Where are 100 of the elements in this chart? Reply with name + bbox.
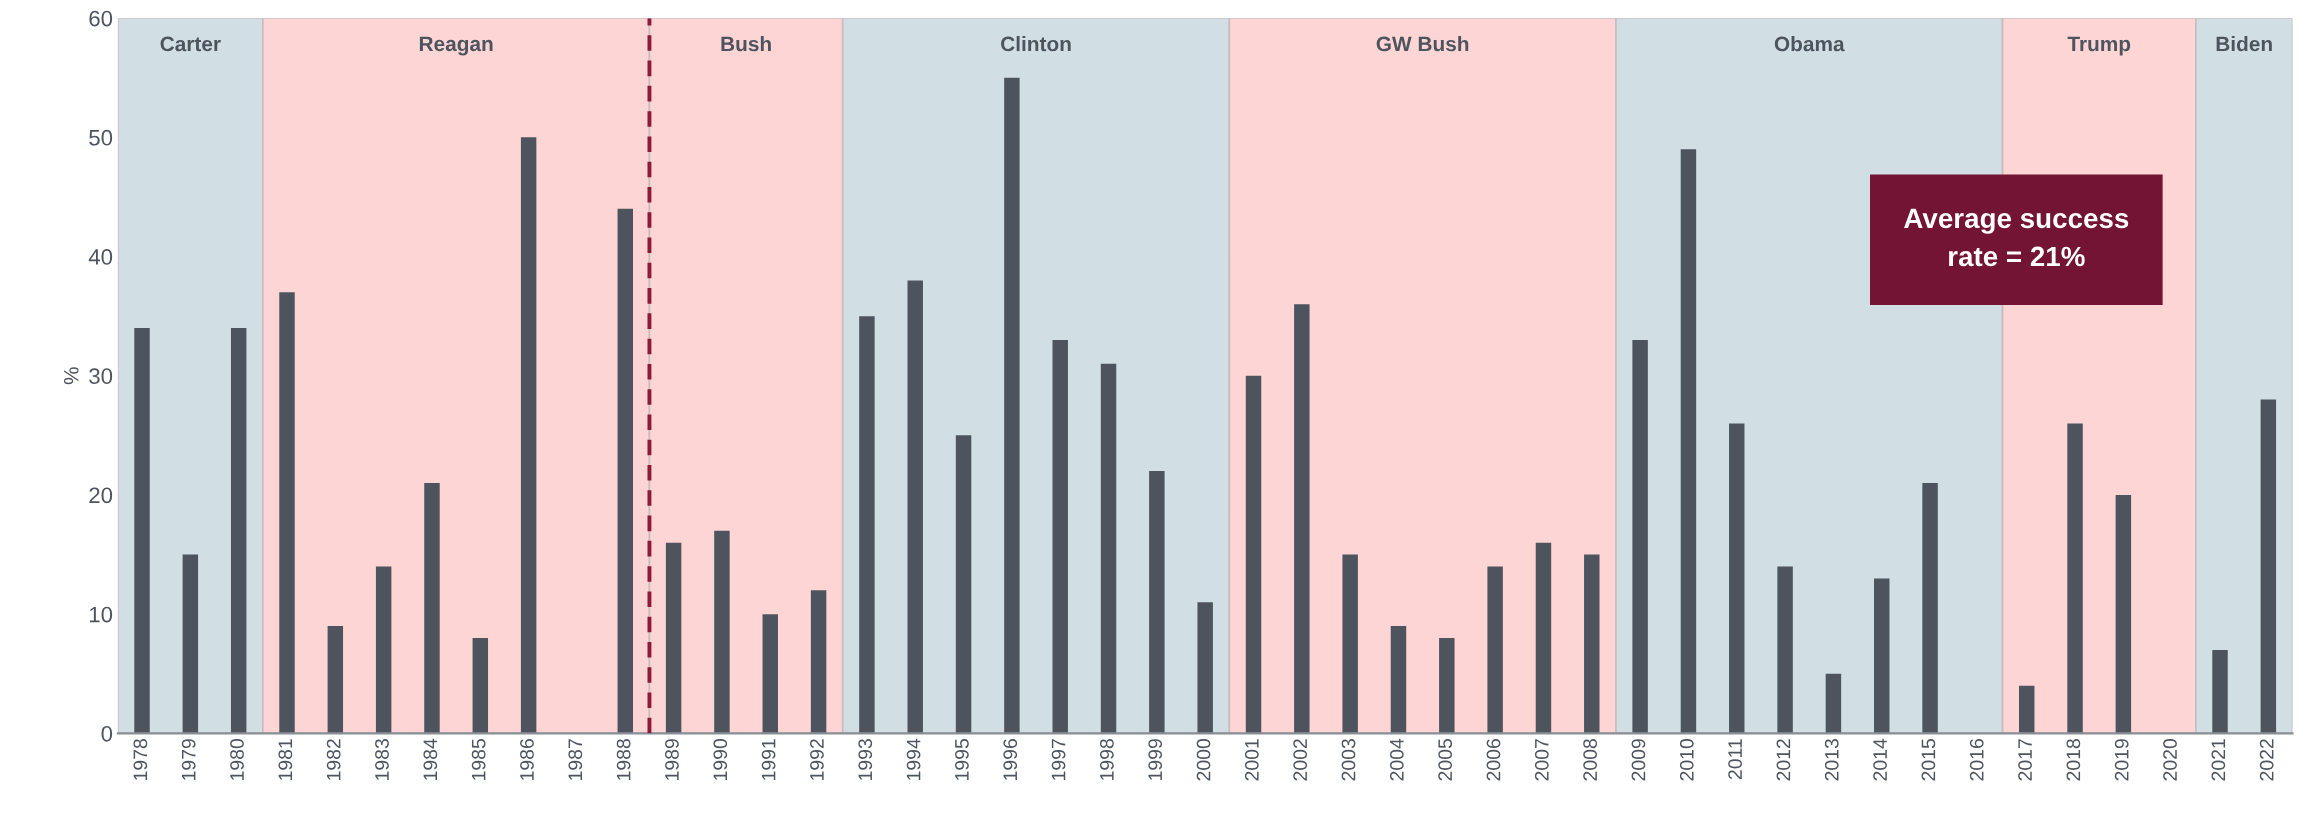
x-tick-label: 1984 (423, 738, 438, 780)
x-tick-label: 2011 (1728, 739, 1742, 780)
bar (1100, 363, 1117, 734)
y-tick-label: 0 (101, 725, 113, 742)
x-tick-label: 1987 (568, 739, 583, 780)
band-label: Biden (2216, 36, 2272, 52)
x-tick-label: 1981 (278, 739, 293, 780)
x-tick-label: 1993 (858, 739, 873, 780)
x-tick-label: 2009 (1631, 739, 1646, 781)
bar (230, 328, 247, 734)
x-tick-label: 2014 (1873, 738, 1887, 781)
bar (907, 280, 923, 734)
bar (810, 590, 827, 734)
bar (1052, 339, 1068, 734)
bar (1004, 77, 1020, 734)
bar (375, 566, 392, 734)
bar (1680, 149, 1697, 734)
x-tick-label: 1985 (471, 739, 486, 780)
y-axis-title: % (63, 367, 79, 385)
x-tick-label: 2016 (1969, 739, 1984, 781)
x-tick-label: 1980 (230, 738, 244, 780)
y-tick-label: 10 (89, 606, 113, 623)
bar (424, 483, 440, 734)
bar (520, 137, 537, 734)
x-tick-label: 2019 (2114, 739, 2129, 781)
band-label: Obama (1774, 36, 1845, 52)
bar (327, 626, 344, 734)
bar (665, 542, 682, 734)
bar (1632, 339, 1648, 734)
bar (1439, 638, 1455, 734)
x-tick-label: 1992 (810, 739, 824, 780)
bar (1342, 554, 1358, 734)
y-tick-label: 50 (89, 129, 113, 146)
band-label: Bush (721, 36, 771, 52)
bar (2018, 685, 2035, 734)
bar (1294, 304, 1310, 734)
bar (714, 530, 730, 734)
x-tick-label: 1990 (713, 738, 728, 780)
bar (1535, 542, 1552, 734)
bar (472, 638, 489, 734)
x-tick-label: 1991 (761, 739, 776, 780)
x-tick-label: 1998 (1099, 739, 1114, 780)
x-tick-label: 2012 (1776, 739, 1791, 781)
bar (2212, 649, 2228, 734)
x-tick-label: 2015 (1921, 739, 1936, 781)
x-tick-label: 1999 (1148, 739, 1163, 780)
x-tick-label: 2008 (1583, 739, 1598, 781)
x-tick-label: 1982 (326, 739, 341, 780)
bar (1777, 566, 1793, 734)
x-tick-label: 2018 (2066, 739, 2081, 781)
bar (2115, 494, 2132, 734)
y-tick-label: 40 (88, 249, 113, 265)
x-tick-label: 2002 (1293, 739, 1308, 781)
bar (859, 316, 875, 734)
bar (182, 554, 199, 734)
bar (2067, 423, 2083, 734)
bar (1487, 566, 1503, 734)
y-tick-label: 30 (89, 368, 113, 385)
x-tick-label: 1978 (133, 739, 148, 780)
x-tick-label: 2004 (1389, 738, 1404, 781)
bar (134, 328, 150, 734)
annotation: Average success rate = 21% (1904, 208, 2129, 267)
bar (1922, 483, 1938, 734)
x-tick-label: 2010 (1679, 738, 1694, 781)
x-tick-label: 1995 (955, 739, 969, 780)
bar (2260, 399, 2277, 734)
x-tick-label: 2021 (2211, 739, 2226, 781)
bar (1390, 626, 1407, 734)
bar (1245, 375, 1262, 734)
x-tick-label: 1994 (906, 738, 921, 780)
x-tick-label: 1979 (181, 739, 196, 780)
x-tick-label: 1989 (665, 739, 679, 780)
x-tick-label: 2000 (1196, 738, 1211, 781)
x-tick-label: 2007 (1534, 739, 1549, 781)
x-tick-label: 1996 (1003, 739, 1018, 780)
x-tick-label: 2013 (1824, 739, 1839, 781)
bar (1197, 602, 1213, 734)
x-tick-label: 1997 (1051, 739, 1066, 780)
x-tick-label: 2020 (2163, 738, 2177, 781)
y-tick-label: 60 (89, 10, 113, 27)
bar (617, 208, 634, 734)
bar (1584, 554, 1600, 734)
band-label: GW Bush (1376, 36, 1469, 52)
x-tick-label: 2017 (2018, 739, 2032, 781)
bar (1149, 471, 1165, 734)
bar (1729, 423, 1745, 734)
bar (955, 435, 972, 734)
x-tick-label: 1983 (375, 739, 389, 780)
band-label: Clinton (1001, 36, 1071, 52)
x-tick-label: 2005 (1438, 739, 1453, 781)
bar (1825, 673, 1842, 734)
x-tick-label: 2003 (1341, 739, 1356, 781)
x-tick-label: 2022 (2259, 739, 2274, 781)
x-tick-label: 2001 (1244, 739, 1259, 781)
x-tick-label: 2006 (1486, 739, 1501, 781)
band-label: Trump (2067, 36, 2131, 56)
bar (1874, 578, 1890, 734)
x-tick-label: 1988 (616, 739, 631, 780)
bar (279, 292, 295, 734)
bar (762, 614, 778, 734)
